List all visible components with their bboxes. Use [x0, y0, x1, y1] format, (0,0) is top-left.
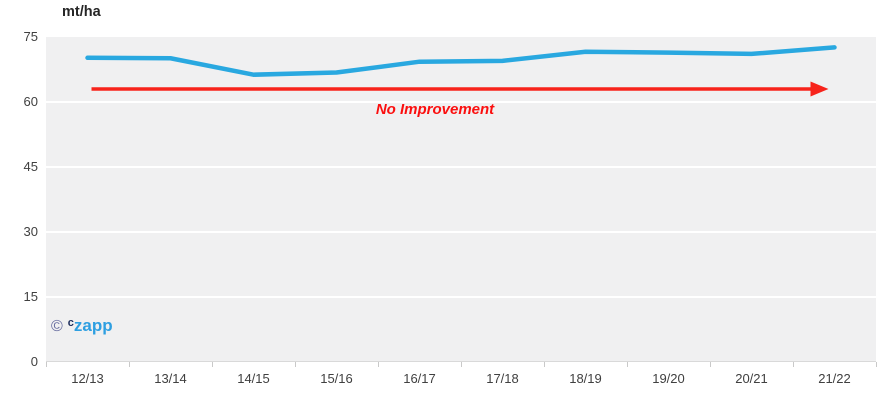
- y-tick-label-30: 30: [23, 224, 38, 239]
- y-tick-label-0: 0: [30, 354, 38, 369]
- x-axis-tick: [876, 362, 877, 367]
- no-improvement-annotation: No Improvement: [375, 101, 495, 118]
- x-axis-tick: [461, 362, 462, 367]
- watermark-brand: zapp: [73, 316, 113, 335]
- x-axis-tick: [793, 362, 794, 367]
- x-axis-tick: [295, 362, 296, 367]
- x-tick-label-13-14: 13/14: [154, 371, 187, 386]
- y-tick-label-75: 75: [23, 29, 38, 44]
- x-tick-label-12-13: 12/13: [71, 371, 104, 386]
- x-tick-label-14-15: 14/15: [237, 371, 270, 386]
- x-tick-label-20-21: 20/21: [735, 371, 768, 386]
- x-tick-label-17-18: 17/18: [486, 371, 519, 386]
- x-axis-tick: [544, 362, 545, 367]
- x-axis-tick: [212, 362, 213, 367]
- x-axis-tick: [129, 362, 130, 367]
- x-axis-tick: [378, 362, 379, 367]
- watermark-sup-c: c: [67, 317, 74, 329]
- czapp-watermark: © czapp: [51, 316, 113, 336]
- gridline-y-15: [46, 296, 876, 298]
- x-tick-label-19-20: 19/20: [652, 371, 685, 386]
- x-axis-tick: [627, 362, 628, 367]
- x-tick-label-18-19: 18/19: [569, 371, 602, 386]
- x-tick-label-16-17: 16/17: [403, 371, 436, 386]
- gridline-y-30: [46, 231, 876, 233]
- x-axis-tick: [710, 362, 711, 367]
- gridline-y-45: [46, 166, 876, 168]
- y-tick-label-60: 60: [23, 94, 38, 109]
- plot-area: [46, 37, 876, 362]
- chart-series-layer: [85, 45, 837, 97]
- y-tick-label-45: 45: [23, 159, 38, 174]
- copyright-icon: ©: [51, 318, 63, 335]
- yield-line-series: [85, 45, 837, 77]
- y-tick-label-15: 15: [23, 289, 38, 304]
- x-tick-label-15-16: 15/16: [320, 371, 353, 386]
- gridline-y-60: [46, 101, 876, 103]
- x-axis-tick: [46, 362, 47, 367]
- no-improvement-arrow-head: [810, 81, 829, 97]
- chart-title: mt/ha: [62, 4, 101, 20]
- x-tick-label-21-22: 21/22: [818, 371, 851, 386]
